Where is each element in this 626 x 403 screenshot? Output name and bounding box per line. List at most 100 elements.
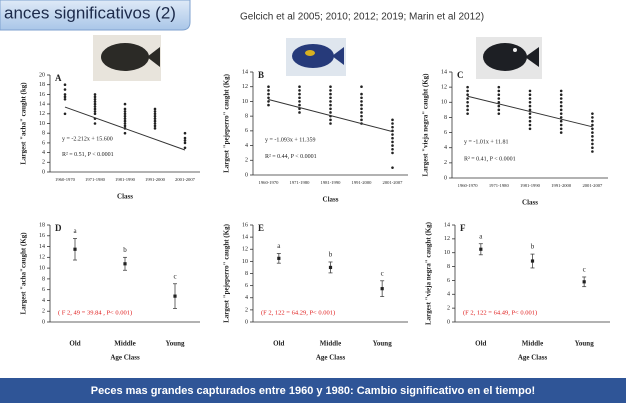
data-point xyxy=(360,107,363,111)
data-point xyxy=(63,83,67,86)
y-tick-label: 14 xyxy=(39,101,45,107)
data-point xyxy=(267,96,270,100)
data-point xyxy=(559,93,563,97)
x-tick-label: 1971-1980 xyxy=(489,183,510,188)
y-tick-label: 8 xyxy=(42,131,45,137)
data-point xyxy=(183,139,187,142)
data-point xyxy=(391,166,394,169)
data-point xyxy=(528,104,532,108)
data-point xyxy=(123,124,127,128)
panel-letter: B xyxy=(258,70,264,80)
group-label: c xyxy=(583,266,586,274)
y-tick-label: 8 xyxy=(245,271,248,277)
y-tick-label: 10 xyxy=(39,265,45,271)
data-point xyxy=(591,131,594,134)
y-axis-label: Largest "pejeperro" caught (Kg) xyxy=(223,223,231,322)
fish-photo xyxy=(286,38,346,76)
y-tick-label: 6 xyxy=(245,283,248,289)
data-point xyxy=(267,85,270,89)
data-point xyxy=(559,127,563,131)
y-tick-label: 0 xyxy=(245,172,248,178)
data-point xyxy=(267,89,270,92)
data-point xyxy=(559,100,563,104)
data-point xyxy=(298,111,301,114)
x-tick-label: Old xyxy=(273,340,284,348)
data-point xyxy=(559,104,563,108)
data-point xyxy=(63,112,67,116)
y-axis-label: Largest "pejeperro" caught (Kg) xyxy=(223,73,231,172)
data-point xyxy=(63,88,67,91)
data-point xyxy=(559,119,563,123)
data-point xyxy=(153,127,157,130)
x-axis-label: Age Class xyxy=(110,354,140,362)
data-point xyxy=(559,108,563,112)
panel-letter: A xyxy=(55,73,62,83)
data-point xyxy=(153,107,157,111)
y-tick-label: 6 xyxy=(42,287,45,293)
data-point xyxy=(63,93,67,96)
data-point xyxy=(93,107,97,111)
data-point xyxy=(63,97,67,101)
data-point xyxy=(153,124,157,128)
y-tick-label: 10 xyxy=(242,259,248,265)
mean-marker xyxy=(173,294,177,298)
y-tick-label: 12 xyxy=(441,85,447,91)
data-point xyxy=(559,116,563,119)
data-point xyxy=(497,108,501,112)
data-point xyxy=(93,97,97,101)
data-point xyxy=(559,97,563,100)
data-point xyxy=(93,110,97,113)
data-point xyxy=(591,123,594,127)
data-point xyxy=(466,104,469,108)
x-axis-label: Age Class xyxy=(518,354,548,362)
y-tick-label: 10 xyxy=(441,100,447,106)
data-point xyxy=(93,102,97,106)
data-point xyxy=(267,92,270,96)
data-point xyxy=(528,93,532,97)
footer-text: Peces mas grandes capturados entre 1960 … xyxy=(91,385,535,397)
data-point xyxy=(93,93,97,96)
y-axis-label: Largest "vieja negra" caught (Kg) xyxy=(422,73,430,177)
data-point xyxy=(329,92,332,96)
x-tick-label: 2001-2007 xyxy=(175,177,196,182)
trend-line xyxy=(268,98,393,133)
y-tick-label: 6 xyxy=(444,130,447,136)
y-tick-label: 6 xyxy=(42,140,45,146)
x-tick-label: 1981-1990 xyxy=(321,180,342,185)
mean-marker xyxy=(479,247,483,251)
data-point xyxy=(466,100,469,104)
data-point xyxy=(298,92,301,96)
data-point xyxy=(123,102,127,106)
group-label: c xyxy=(381,269,384,277)
data-point xyxy=(153,110,157,113)
x-tick-label: 1971-1980 xyxy=(85,177,106,182)
data-point xyxy=(528,123,532,127)
data-point xyxy=(466,108,469,112)
x-tick-label: Middle xyxy=(114,340,135,348)
data-point xyxy=(497,100,501,104)
y-tick-label: 12 xyxy=(39,111,45,117)
data-point xyxy=(591,127,594,131)
mean-marker xyxy=(530,259,535,263)
x-axis-label: Class xyxy=(323,196,339,204)
data-point xyxy=(123,114,127,118)
y-tick-label: 12 xyxy=(242,247,248,253)
y-tick-label: 8 xyxy=(42,276,45,282)
x-axis-label: Age Class xyxy=(316,354,346,362)
y-tick-label: 8 xyxy=(444,115,447,121)
data-point xyxy=(298,103,301,107)
y-tick-label: 4 xyxy=(447,292,450,298)
trend-line xyxy=(467,95,593,128)
y-tick-label: 16 xyxy=(242,222,248,228)
data-point xyxy=(123,119,127,123)
data-point xyxy=(360,111,363,114)
group-label: b xyxy=(531,243,535,251)
data-point xyxy=(93,112,97,116)
y-tick-label: 2 xyxy=(444,160,447,166)
data-point xyxy=(153,117,157,120)
data-point xyxy=(591,142,594,146)
y-tick-label: 18 xyxy=(39,222,45,228)
y-tick-label: 12 xyxy=(242,84,248,90)
x-tick-label: 1991-2000 xyxy=(145,177,166,182)
y-tick-label: 10 xyxy=(39,121,45,127)
